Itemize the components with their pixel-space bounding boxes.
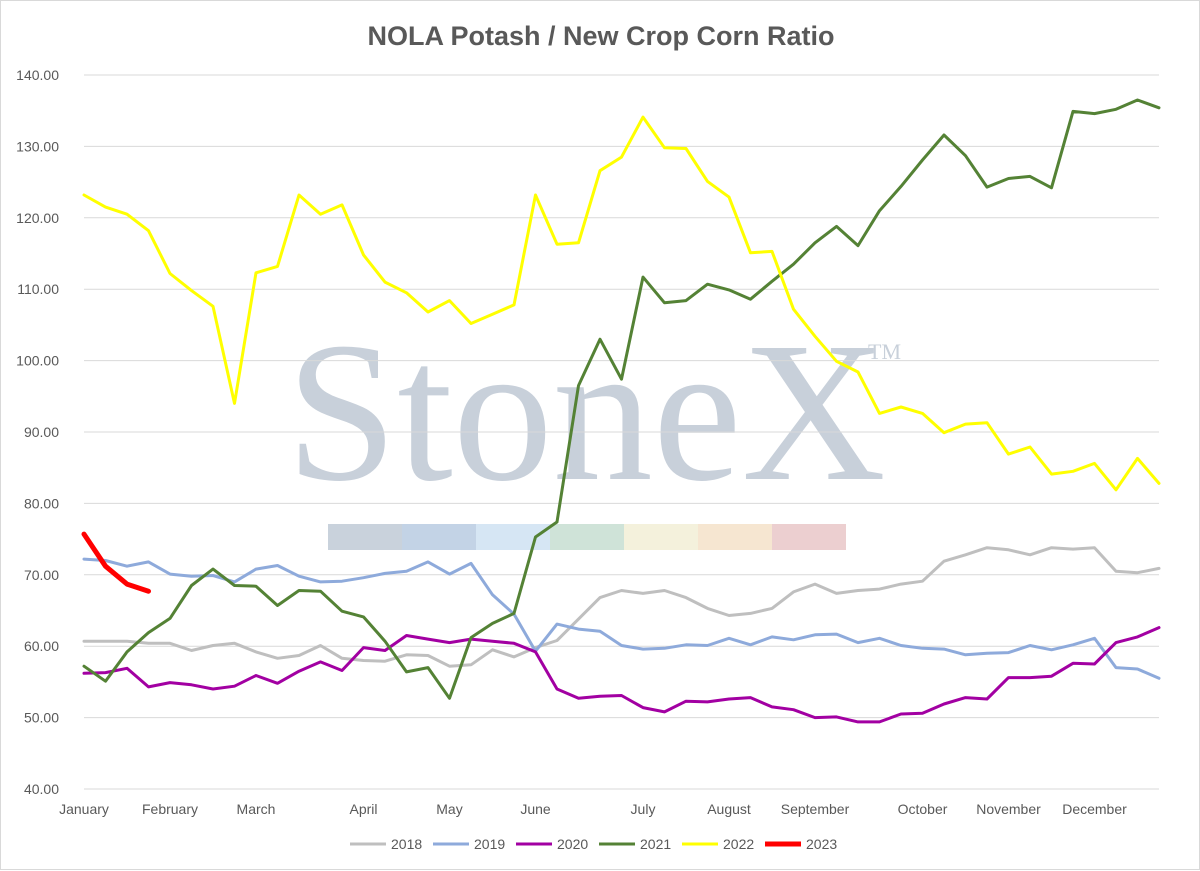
x-tick-label: July	[631, 801, 656, 817]
watermark-strip-block	[328, 524, 402, 550]
series-line-2023	[81, 531, 151, 594]
x-tick-label: August	[707, 801, 751, 817]
watermark-strip-block	[698, 524, 772, 550]
y-tick-label: 140.00	[16, 67, 59, 83]
y-tick-label: 40.00	[24, 781, 59, 797]
watermark-strip-block	[624, 524, 698, 550]
watermark-color-strip	[328, 524, 846, 550]
legend-label-2021: 2021	[640, 836, 671, 852]
watermark-trademark: TM	[868, 339, 901, 364]
stonex-watermark: StoneX TM	[286, 302, 901, 550]
legend-label-2023: 2023	[806, 836, 837, 852]
x-tick-label: January	[59, 801, 109, 817]
x-tick-label: December	[1062, 801, 1127, 817]
y-tick-label: 100.00	[16, 353, 59, 369]
legend: 2018 2019 2020 2021 2022 2023	[350, 836, 837, 852]
watermark-strip-block	[402, 524, 476, 550]
series-line-2019	[82, 557, 1161, 680]
y-tick-label: 120.00	[16, 210, 59, 226]
legend-label-2018: 2018	[391, 836, 422, 852]
y-tick-label: 60.00	[24, 638, 59, 654]
series-line-2018	[82, 546, 1161, 668]
x-tick-label: April	[349, 801, 377, 817]
y-axis-ticks: 140.00 130.00 120.00 110.00 100.00 90.00 80.00…	[16, 67, 59, 797]
x-tick-label: February	[142, 801, 198, 817]
series-line-2021	[82, 98, 1161, 700]
gridlines	[84, 74, 1159, 790]
legend-label-2022: 2022	[723, 836, 754, 852]
x-tick-label: September	[781, 801, 850, 817]
x-axis-ticks: January February March April May June July Augu…	[59, 801, 1127, 817]
x-tick-label: March	[237, 801, 276, 817]
y-tick-label: 110.00	[17, 281, 59, 297]
chart-title: NOLA Potash / New Crop Corn Ratio	[367, 21, 834, 51]
legend-label-2020: 2020	[557, 836, 588, 852]
y-tick-label: 90.00	[24, 424, 59, 440]
y-tick-label: 130.00	[16, 138, 59, 154]
watermark-strip-block	[476, 524, 550, 550]
y-tick-label: 70.00	[24, 567, 59, 583]
x-tick-label: May	[436, 801, 462, 817]
x-tick-label: October	[898, 801, 948, 817]
watermark-strip-block	[772, 524, 846, 550]
y-tick-label: 80.00	[24, 495, 59, 511]
series-lines	[81, 98, 1161, 724]
x-tick-label: November	[976, 801, 1041, 817]
series-line-2022	[82, 115, 1161, 492]
watermark-strip-block	[550, 524, 624, 550]
watermark-logo-text: StoneX	[286, 302, 886, 523]
y-tick-label: 50.00	[24, 710, 59, 726]
x-tick-label: June	[520, 801, 551, 817]
legend-label-2019: 2019	[474, 836, 505, 852]
series-line-2020	[82, 626, 1161, 724]
